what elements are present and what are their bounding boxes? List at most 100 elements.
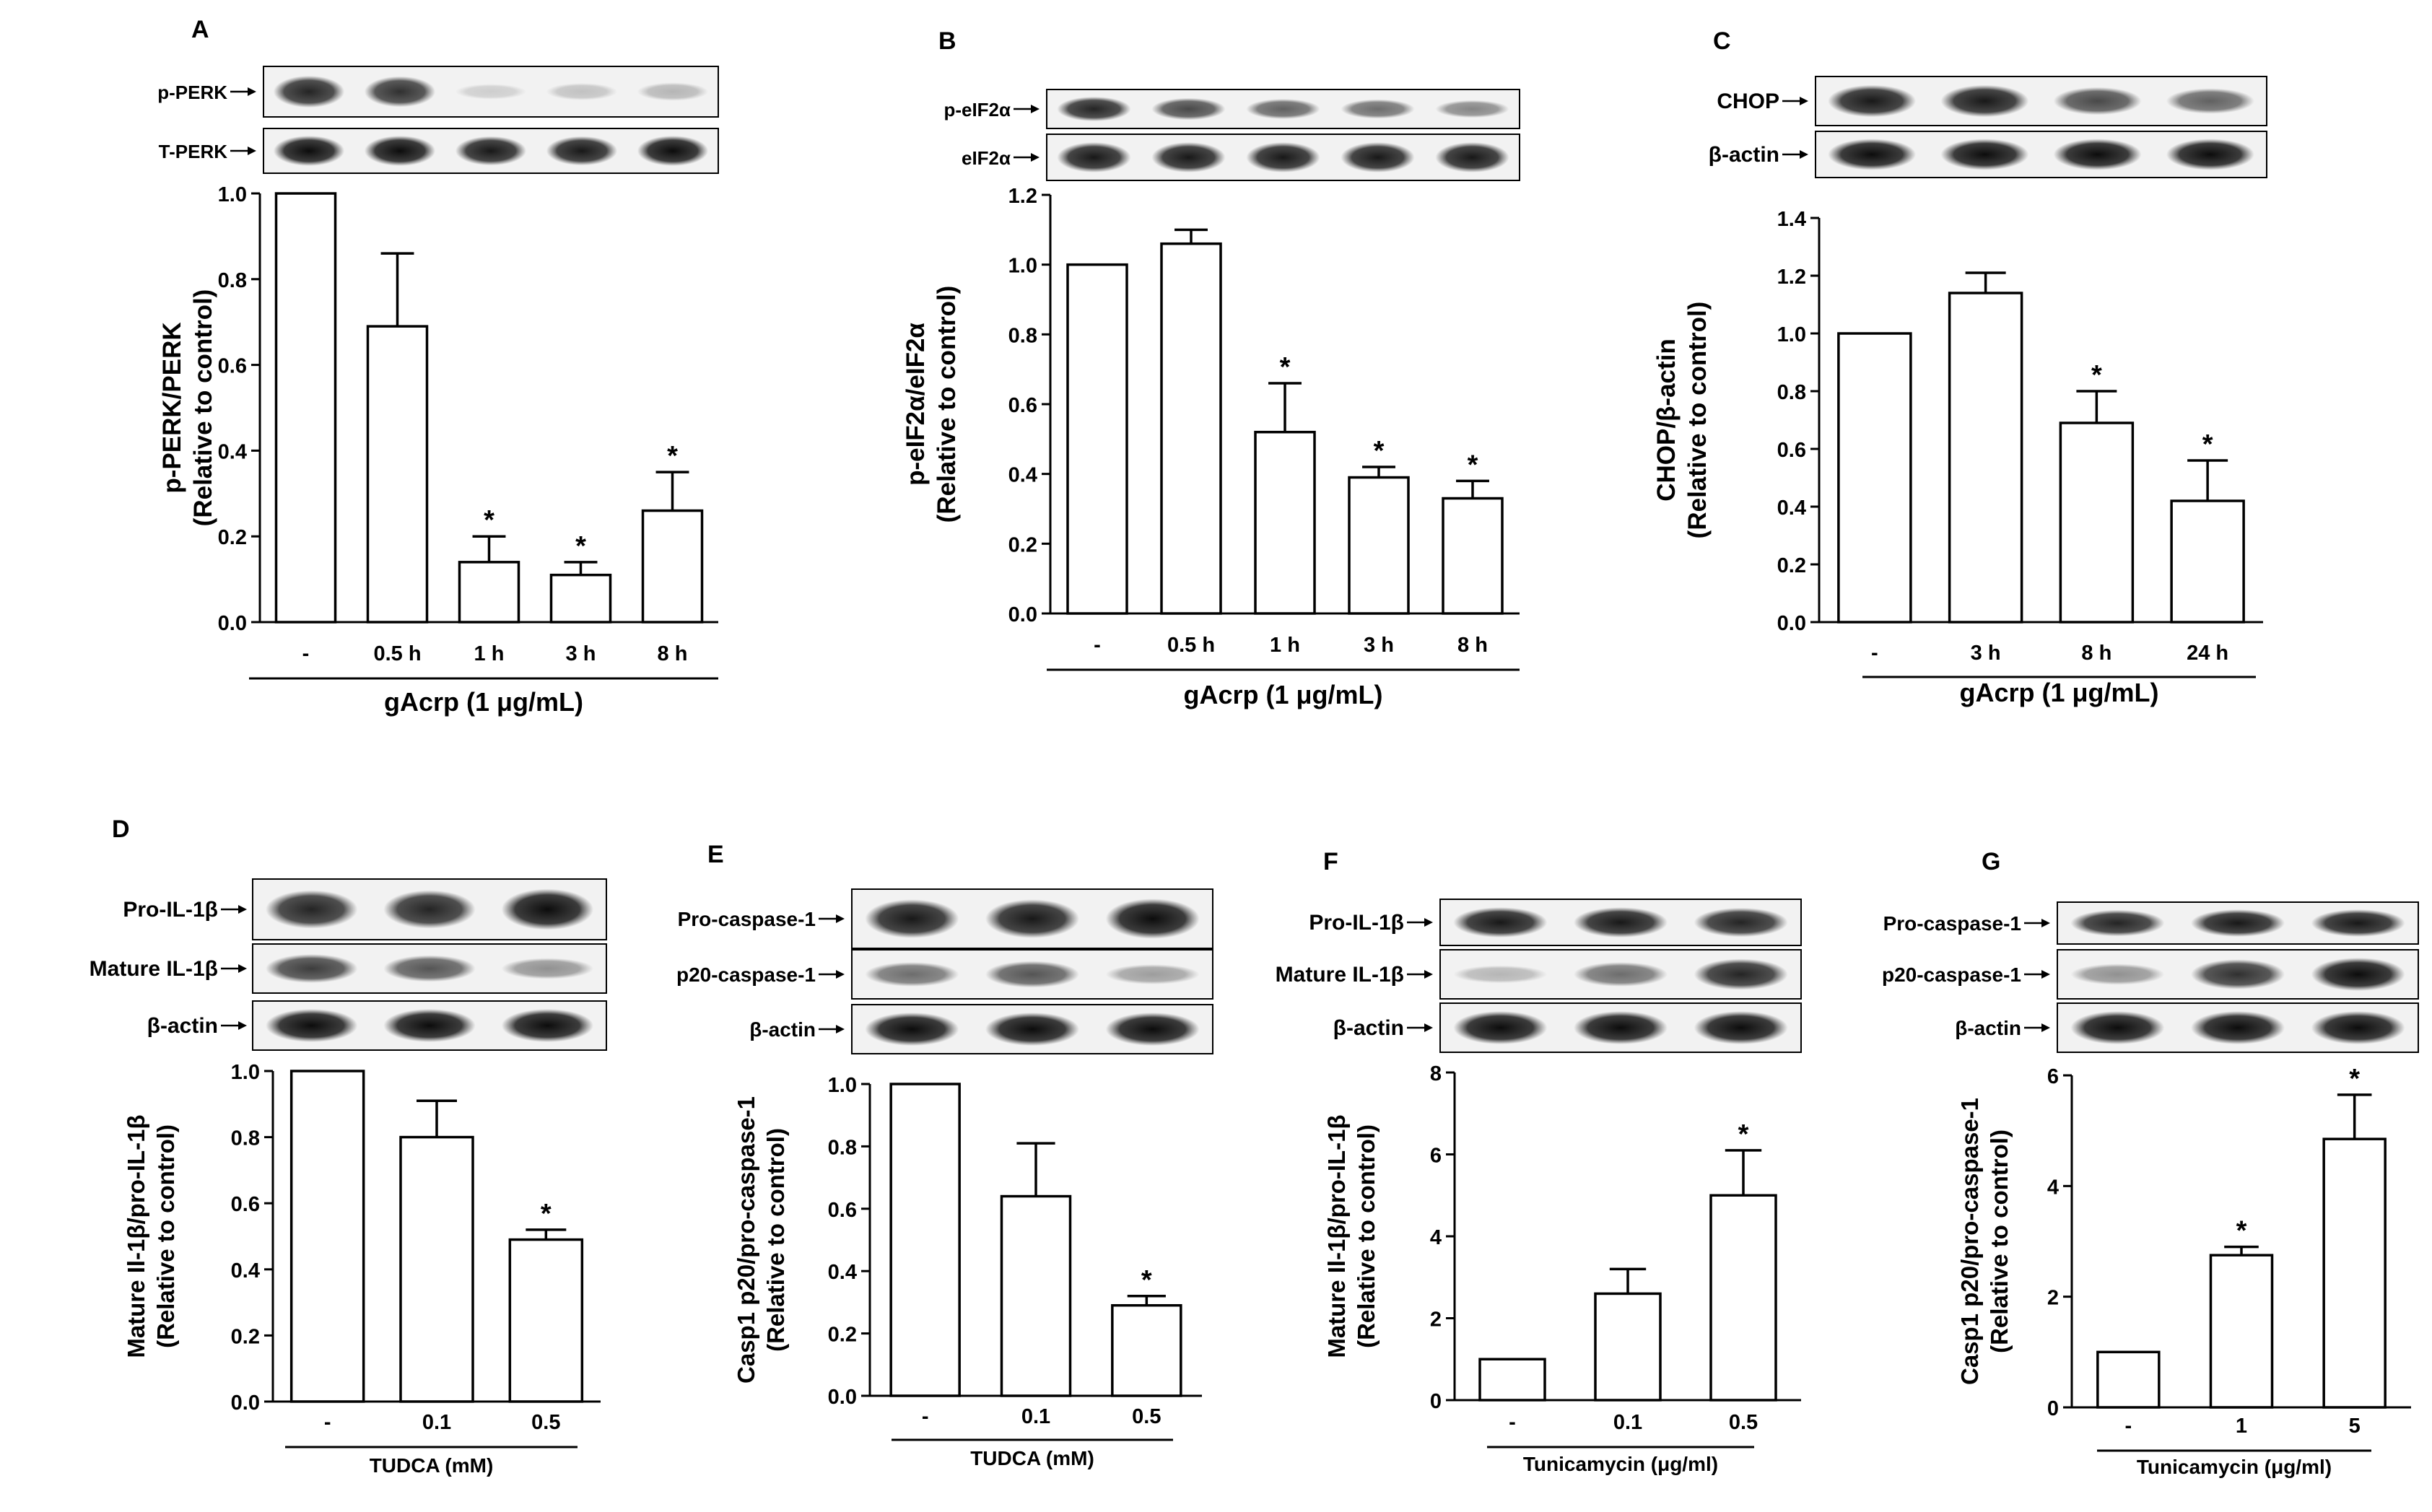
blot-arrowhead bbox=[1031, 105, 1040, 113]
blot-label: Pro-IL-1β bbox=[123, 898, 218, 922]
blot-band bbox=[1940, 139, 2029, 170]
blot-band bbox=[265, 1008, 358, 1043]
panel-e: E Pro-caspase-1 p20-caspase-1 β-actin 0.0 0.2… bbox=[676, 841, 1213, 1469]
blot-band bbox=[1940, 84, 2029, 118]
blot-arrowhead bbox=[238, 905, 247, 914]
blot-band bbox=[2070, 1010, 2165, 1045]
blot-strip bbox=[2057, 901, 2419, 945]
blot-arrowhead bbox=[2041, 970, 2050, 979]
blot-arrowhead bbox=[1424, 970, 1433, 979]
blot-label: eIF2α bbox=[962, 147, 1011, 169]
blot-label: Mature IL-1β bbox=[90, 957, 218, 981]
blot-band bbox=[2191, 909, 2285, 937]
blot-band bbox=[2311, 909, 2405, 937]
bar bbox=[1348, 476, 1410, 615]
bar bbox=[1478, 1358, 1546, 1402]
y-tick-label: 0.2 bbox=[1008, 533, 1037, 556]
x-tick-label: 0.5 h bbox=[1167, 634, 1215, 657]
bar bbox=[889, 1083, 961, 1397]
blot-band bbox=[1453, 907, 1548, 938]
blot-arrowhead bbox=[1424, 918, 1433, 927]
bar bbox=[1160, 242, 1222, 615]
y-tick-label: 0 bbox=[2047, 1397, 2059, 1420]
x-tick-label: 3 h bbox=[1971, 642, 2001, 665]
blot-band bbox=[1694, 907, 1788, 938]
bar bbox=[641, 509, 704, 624]
blot-band bbox=[1105, 964, 1200, 984]
blot-band bbox=[2311, 957, 2405, 992]
bar bbox=[1709, 1194, 1777, 1402]
y-tick-label: 0.6 bbox=[231, 1193, 260, 1216]
blot-strip bbox=[1046, 134, 1520, 181]
blot-band bbox=[1105, 1012, 1200, 1046]
blot-band bbox=[1435, 142, 1509, 172]
blot-strip bbox=[252, 878, 607, 940]
panel-letter: G bbox=[1982, 848, 2000, 875]
panel-letter: E bbox=[707, 841, 724, 868]
y-tick-label: 1.0 bbox=[1008, 255, 1037, 278]
bar bbox=[549, 573, 612, 624]
x-tick-label: - bbox=[302, 642, 310, 665]
bar bbox=[1066, 263, 1128, 615]
bar bbox=[1111, 1303, 1182, 1397]
blot-band bbox=[1341, 142, 1415, 172]
blot-band bbox=[364, 76, 436, 108]
blot-band bbox=[1057, 96, 1131, 122]
x-tick-label: - bbox=[922, 1405, 929, 1428]
x-tick-label: 0.1 bbox=[422, 1411, 451, 1434]
significance-marker: * bbox=[2202, 429, 2213, 460]
blot-band bbox=[501, 958, 594, 979]
y-tick-label: 0.0 bbox=[231, 1391, 260, 1415]
blot-arrowhead bbox=[1800, 97, 1808, 105]
blot-strip bbox=[252, 1000, 607, 1051]
panel-letter: A bbox=[191, 16, 209, 43]
blot-band bbox=[383, 890, 476, 929]
x-axis-label: gAcrp (1 μg/mL) bbox=[1959, 678, 2158, 707]
y-tick-label: 0.4 bbox=[218, 440, 247, 463]
blot-strip bbox=[851, 888, 1213, 949]
bar bbox=[2170, 499, 2245, 624]
blot-arrowhead bbox=[1424, 1023, 1433, 1032]
x-axis-label: gAcrp (1 μg/mL) bbox=[1183, 680, 1382, 709]
blot-label: β-actin bbox=[1955, 1017, 2021, 1039]
x-tick-label: 0.1 bbox=[1613, 1411, 1642, 1434]
blot-strip bbox=[1439, 899, 1802, 946]
blot-arrowhead bbox=[238, 964, 247, 973]
y-tick-label: 0.4 bbox=[231, 1259, 260, 1282]
y-tick-label: 2 bbox=[1430, 1308, 1442, 1332]
blot-label: p-eIF2α bbox=[943, 99, 1011, 121]
x-axis-label: Tunicamycin (μg/ml) bbox=[1523, 1453, 1718, 1475]
blot-label: Pro-caspase-1 bbox=[678, 908, 816, 930]
y-tick-label: 0.8 bbox=[1008, 324, 1037, 347]
blot-arrowhead bbox=[248, 87, 256, 96]
x-tick-label: 3 h bbox=[566, 642, 596, 665]
blot-band bbox=[2311, 1010, 2405, 1045]
blot-strip bbox=[1046, 89, 1520, 129]
blot-label: p-PERK bbox=[157, 82, 227, 103]
x-tick-label: - bbox=[1094, 634, 1101, 657]
blot-band bbox=[2191, 959, 2285, 989]
blot-band bbox=[1151, 97, 1226, 121]
panel-letter: F bbox=[1323, 848, 1338, 875]
blot-band bbox=[2053, 139, 2142, 170]
y-tick-label: 0.6 bbox=[828, 1199, 857, 1222]
x-tick-label: 8 h bbox=[2081, 642, 2111, 665]
y-tick-label: 0.6 bbox=[1008, 394, 1037, 417]
blot-strip bbox=[1439, 949, 1802, 1000]
blot-band bbox=[1453, 965, 1548, 984]
x-axis-label: gAcrp (1 μg/mL) bbox=[384, 687, 583, 717]
bar bbox=[1594, 1292, 1662, 1402]
blot-band bbox=[546, 83, 618, 100]
y-tick-label: 0.0 bbox=[828, 1386, 857, 1409]
blot-band bbox=[2166, 88, 2254, 114]
panel-g: G Pro-caspase-1 p20-caspase-1 β-actin 0 2 4 6 - *… bbox=[1882, 848, 2419, 1478]
blot-band bbox=[865, 899, 959, 938]
y-tick-label: 4 bbox=[1430, 1226, 1442, 1249]
blot-arrowhead bbox=[1031, 153, 1040, 162]
x-tick-label: 0.5 h bbox=[373, 642, 421, 665]
blot-band bbox=[1246, 142, 1320, 172]
x-tick-label: 24 h bbox=[2187, 642, 2228, 665]
y-tick-label: 0.8 bbox=[828, 1136, 857, 1159]
y-tick-label: 0.8 bbox=[218, 269, 247, 292]
y-tick-label: 0.8 bbox=[1777, 381, 1806, 404]
